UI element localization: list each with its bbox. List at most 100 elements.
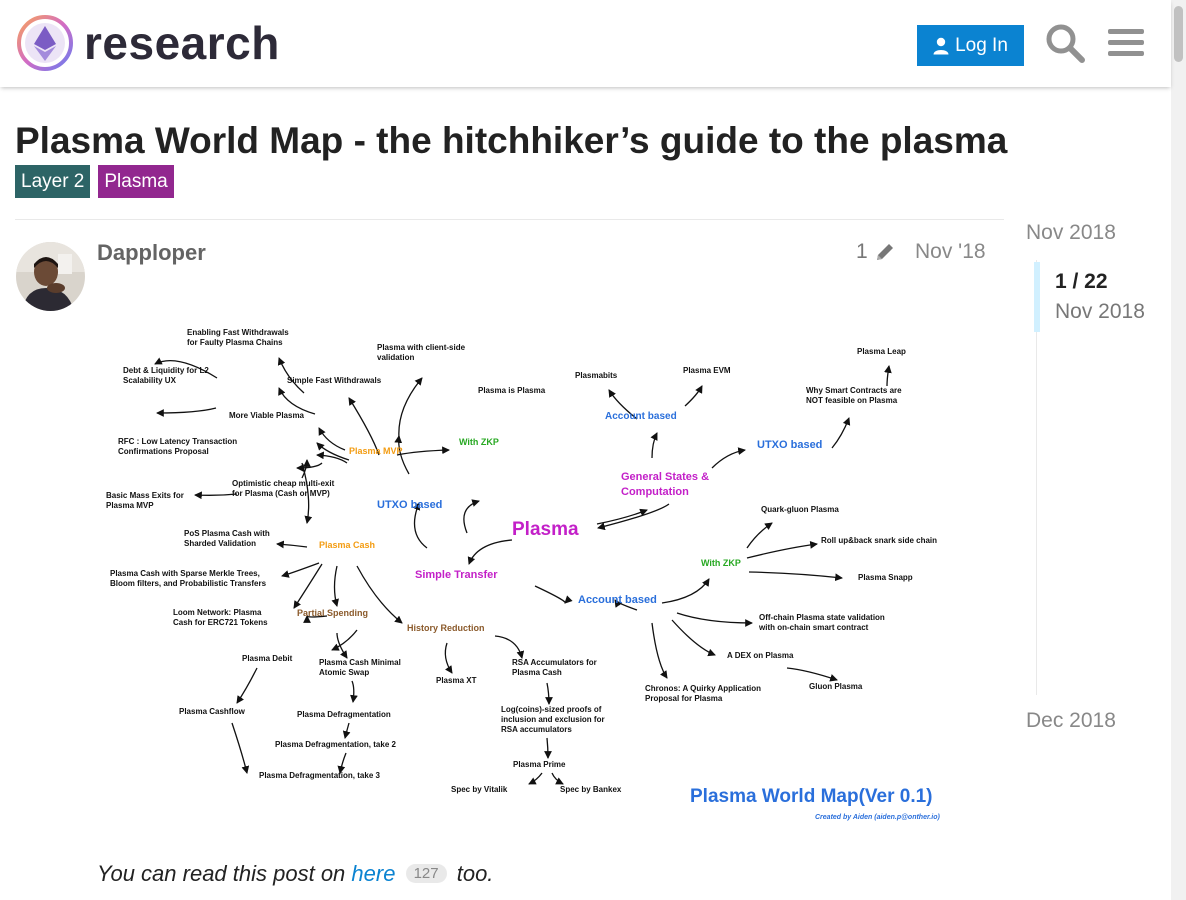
map-node-label: Bloom filters, and Probabilistic Transfe… <box>110 579 267 588</box>
login-label: Log In <box>955 34 1008 56</box>
map-arrow <box>194 491 238 500</box>
map-node-label: Plasma Debit <box>242 654 293 663</box>
map-arrow <box>884 365 892 387</box>
map-node-label: inclusion and exclusion for <box>501 715 605 724</box>
map-node-label: Off-chain Plasma state validation <box>759 613 885 622</box>
map-node-label: Plasma is Plasma <box>478 386 546 395</box>
site-logo[interactable]: research <box>16 14 280 72</box>
post-text-after: too. <box>450 861 494 886</box>
map-arrow <box>746 522 773 549</box>
map-arrow <box>786 667 838 682</box>
map-node-label: Enabling Fast Withdrawals <box>187 328 289 337</box>
map-node-label: Plasma EVM <box>683 366 731 375</box>
map-arrow <box>316 442 350 461</box>
map-node-label: Plasma Defragmentation <box>297 710 391 719</box>
map-node-label: for Plasma (Cash or MVP) <box>232 489 330 498</box>
scrollbar-thumb[interactable] <box>1174 6 1183 62</box>
map-arrow <box>277 357 305 394</box>
search-icon[interactable] <box>1044 22 1086 64</box>
map-arrow <box>444 642 453 674</box>
map-arrow <box>316 451 348 464</box>
map-node-label: UTXO based <box>757 439 822 451</box>
timeline-handle[interactable] <box>1034 262 1040 332</box>
map-node-label: Plasma Cash with Sparse Merkle Trees, <box>110 569 260 578</box>
map-arrow <box>534 585 573 604</box>
map-node-label: With ZKP <box>701 558 741 568</box>
map-arrow <box>748 571 843 582</box>
map-arrow <box>412 502 428 549</box>
map-node-label: Plasma MVP <box>349 446 403 456</box>
timeline-position[interactable]: 1 / 22 <box>1055 270 1108 293</box>
map-node-label: Plasma Defragmentation, take 2 <box>275 740 396 749</box>
map-node-label: Loom Network: Plasma <box>173 608 262 617</box>
map-node-label: Gluon Plasma <box>809 682 863 691</box>
map-node-label: UTXO based <box>377 499 442 511</box>
page-scrollbar[interactable] <box>1171 0 1186 900</box>
map-title: Plasma World Map(Ver 0.1) <box>690 786 933 807</box>
post-link-here[interactable]: here <box>351 861 396 886</box>
post-edit-history[interactable]: 1 <box>856 240 896 264</box>
site-name: research <box>84 17 280 69</box>
topic-title[interactable]: Plasma World Map - the hitchhiker’s guid… <box>15 120 1008 161</box>
post-text-before: You can read this post on <box>97 861 352 886</box>
map-node-label: validation <box>377 353 414 362</box>
map-node-label: Chronos: A Quirky Application <box>645 684 761 693</box>
map-node-label: Account based <box>605 411 677 422</box>
map-node-label: Cash for ERC721 Tokens <box>173 618 268 627</box>
login-button[interactable]: Log In <box>917 25 1024 66</box>
map-arrow <box>711 447 746 469</box>
map-arrow <box>156 407 217 417</box>
map-arrow <box>684 385 703 407</box>
map-arrow <box>676 612 753 627</box>
map-arrow <box>463 499 480 534</box>
map-node-label: Plasma with client-side <box>377 343 466 352</box>
post-username[interactable]: Dapploper <box>97 240 206 265</box>
tag-layer-2[interactable]: Layer 2 <box>15 165 91 198</box>
avatar-photo <box>16 242 85 311</box>
avatar[interactable] <box>16 242 85 311</box>
map-arrow <box>528 772 543 785</box>
tag-plasma[interactable]: Plasma <box>98 165 174 198</box>
map-node-label: NOT feasible on Plasma <box>806 396 898 405</box>
map-node-label: RSA Accumulators for <box>512 658 597 667</box>
map-arrow <box>551 772 564 785</box>
map-arrow <box>281 562 320 578</box>
map-arrow <box>231 722 250 774</box>
map-node-label: A DEX on Plasma <box>727 651 794 660</box>
map-arrow <box>293 563 323 609</box>
map-arrow <box>394 435 410 475</box>
timeline-start-date[interactable]: Nov 2018 <box>1026 221 1116 244</box>
map-arrow <box>467 539 513 565</box>
map-node-label: Plasma Prime <box>513 760 566 769</box>
timeline-end-date[interactable]: Dec 2018 <box>1026 709 1116 732</box>
map-arrow <box>331 565 339 607</box>
map-arrow <box>831 417 851 449</box>
map-node-label: for Faulty Plasma Chains <box>187 338 283 347</box>
map-arrow <box>318 427 346 451</box>
user-icon <box>933 37 949 54</box>
map-node-label: With ZKP <box>459 437 499 447</box>
map-arrow <box>337 752 347 774</box>
map-node-label: More Viable Plasma <box>229 411 305 420</box>
map-node-label: History Reduction <box>407 623 485 633</box>
map-node-label: Plasmabits <box>575 371 618 380</box>
map-node-label: Debt & Liquidity for L2 <box>123 366 209 375</box>
map-arrow <box>661 578 710 604</box>
map-node-label: PoS Plasma Cash with <box>184 529 270 538</box>
map-node-label: General States & <box>621 471 709 483</box>
map-node-label: Plasma Cash <box>319 540 375 550</box>
map-node-label: Sharded Validation <box>184 539 256 548</box>
map-arrow <box>597 503 670 531</box>
map-arrow <box>650 432 658 459</box>
menu-icon[interactable] <box>1106 22 1148 64</box>
map-arrow <box>544 737 552 759</box>
map-node-label: Plasma Cashflow <box>179 707 246 716</box>
map-node-label: Spec by Bankex <box>560 785 622 794</box>
map-node-label: Optimistic cheap multi-exit <box>232 479 335 488</box>
timeline-track[interactable] <box>1036 260 1037 695</box>
map-node-label: Simple Transfer <box>415 569 498 581</box>
map-center-label: Plasma <box>512 519 579 540</box>
post-date[interactable]: Nov '18 <box>915 240 986 263</box>
map-node-label: Simple Fast Withdrawals <box>287 376 382 385</box>
